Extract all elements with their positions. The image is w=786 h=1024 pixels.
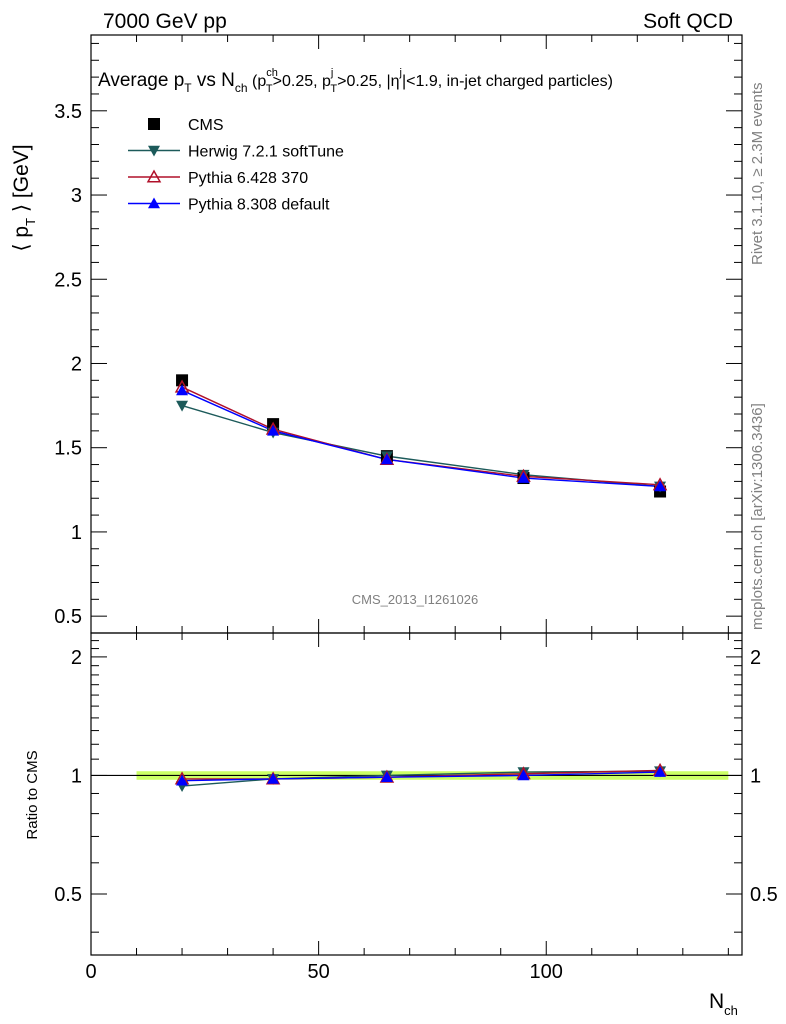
series-line-pythia-6-428-370 [181,386,661,486]
legend-marker-pythia-6-428-370 [146,169,162,183]
rivet-version-label: Rivet 3.1.10, ≥ 2.3M events [749,83,766,266]
x-tick-label: 100 [530,961,563,983]
point-pythia-8-308-default [517,472,530,483]
mcplots-label: mcplots.cern.ch [arXiv:1306.3436] [749,403,766,630]
point-pythia-8-308-default [380,453,393,465]
energy-label: 7000 GeV pp [103,10,227,33]
ratio-y-tick-label: 0.5 [54,884,82,906]
ratio-y-tick-label-right: 2 [750,647,761,669]
ratio-point-pythia-8-308-default [517,769,530,781]
analysis-id: CMS_2013_I1261026 [352,592,479,607]
legend-label-cms: CMS [188,117,224,134]
y-tick-label: 3 [71,185,82,207]
category-label: Soft QCD [643,10,733,33]
legend-marker-pythia-8-308-default [148,197,160,209]
ratio-y-axis-label: Ratio to CMS [24,750,41,839]
y-axis-label: ⟨ pT ⟩ [GeV] [10,144,38,251]
y-tick-label: 3.5 [54,101,82,123]
ratio-y-tick-label: 1 [71,765,82,787]
ratio-y-tick-label: 2 [71,647,82,669]
legend-label-pythia-6-428-370: Pythia 6.428 370 [188,170,308,187]
x-tick-label: 0 [85,961,96,983]
ratio-point-pythia-8-308-default [380,771,393,782]
ratio-y-tick-label-right: 0.5 [750,884,778,906]
y-tick-label: 1.5 [54,438,82,460]
ratio-point-pythia-8-308-default [654,766,667,777]
series-line-pythia-8-308-default [181,389,661,488]
legend-label-herwig-7-2-1-softtune: Herwig 7.2.1 softTune [188,144,344,161]
y-tick-label: 0.5 [54,606,82,628]
x-tick-label: 50 [307,961,329,983]
point-pythia-8-308-default [654,480,667,492]
ratio-point-pythia-8-308-default [267,772,280,784]
y-tick-label: 1 [71,522,82,544]
series-line-herwig-7-2-1-softtune [181,404,661,488]
legend-marker-cms [148,118,160,130]
ratio-plot-frame [90,632,743,956]
ratio-y-tick-label-right: 1 [750,765,761,787]
ratio-plot-layer: 0 50 100 0.5 0.5 1 1 2 2 [54,633,778,983]
main-plot-layer: 0.5 1 1.5 2 2.5 3 3.5 [54,35,742,633]
point-pythia-8-308-default [267,424,280,436]
point-herwig-7-2-1-softtune [176,400,189,412]
x-axis-label: Nch [709,990,738,1018]
y-tick-label: 2.5 [54,269,82,291]
legend: CMS Herwig 7.2.1 softTune Pythia 6.428 370… [128,117,344,214]
legend-label-pythia-8-308-default: Pythia 8.308 default [188,197,330,214]
legend-marker-herwig-7-2-1-softtune [148,145,160,157]
ratio-point-pythia-8-308-default [176,774,189,786]
point-pythia-8-308-default [176,384,189,396]
y-tick-label: 2 [71,353,82,375]
plot-title: Average pT vs Nch (pch T>0.25, pj T>0.25, … [98,67,613,95]
